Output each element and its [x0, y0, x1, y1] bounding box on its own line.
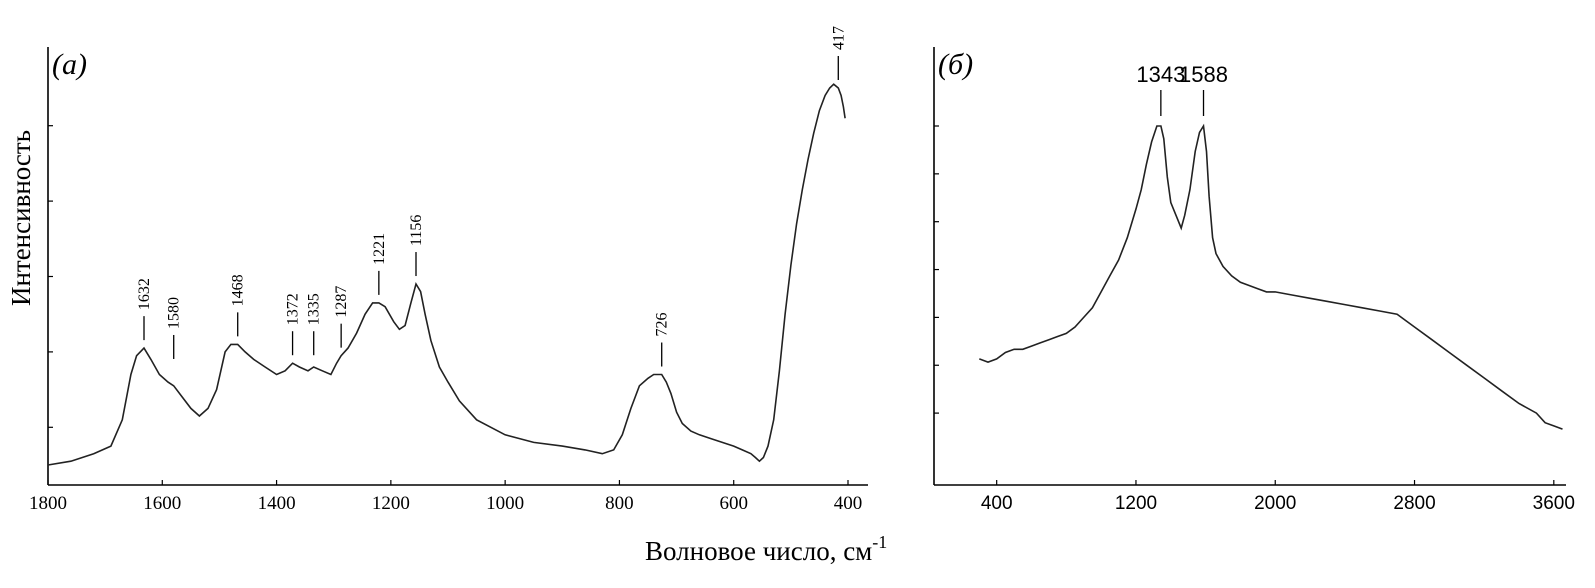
a-x-tick-label-2: 1400	[258, 493, 296, 514]
panel-a-label: (a)	[52, 48, 87, 81]
a-x-tick-label-7: 400	[834, 493, 863, 514]
panel-a: (a) 1800 1600 1400 1200 1000 800 600 400 1632 15…	[29, 26, 868, 514]
x-axis-title-superscript: -1	[872, 532, 887, 552]
b-x-tick-label-0: 400	[981, 493, 1013, 514]
a-x-tick-label-0: 1800	[29, 493, 67, 514]
b-peak-label-1588: 1588	[1179, 62, 1228, 87]
a-x-tick-label-6: 600	[719, 493, 748, 514]
a-peak-label-1372: 1372	[285, 293, 302, 325]
a-peak-label-1632: 1632	[136, 278, 153, 310]
b-x-tick-label-4: 3600	[1533, 493, 1575, 514]
x-axis-title-text: Волновое число, см	[645, 536, 872, 566]
b-x-tick-label-3: 2800	[1393, 493, 1435, 514]
a-x-tick-label-3: 1200	[372, 493, 410, 514]
x-axis-title: Волновое число, см-1	[645, 532, 887, 566]
a-peak-label-1156: 1156	[408, 215, 425, 246]
a-x-tick-label-5: 800	[605, 493, 634, 514]
b-x-tick-label-2: 2000	[1254, 493, 1296, 514]
panel-b-spectrum-line	[979, 123, 1563, 430]
b-x-tick-label-1: 1200	[1115, 493, 1157, 514]
a-peak-label-1335: 1335	[306, 293, 323, 325]
a-peak-label-1580: 1580	[166, 297, 183, 329]
a-peak-label-417: 417	[830, 26, 847, 50]
a-peak-label-1221: 1221	[371, 233, 388, 265]
panel-a-spectrum-line	[47, 83, 846, 466]
a-x-tick-label-4: 1000	[486, 493, 524, 514]
y-axis-title: Интенсивность	[6, 130, 36, 306]
a-x-tick-label-1: 1600	[143, 493, 181, 514]
a-peak-label-726: 726	[654, 313, 671, 337]
b-peak-label-1343: 1343	[1136, 62, 1185, 87]
a-peak-label-1468: 1468	[230, 274, 247, 306]
panel-b-label: (б)	[938, 48, 973, 81]
a-peak-label-1287: 1287	[333, 286, 350, 318]
